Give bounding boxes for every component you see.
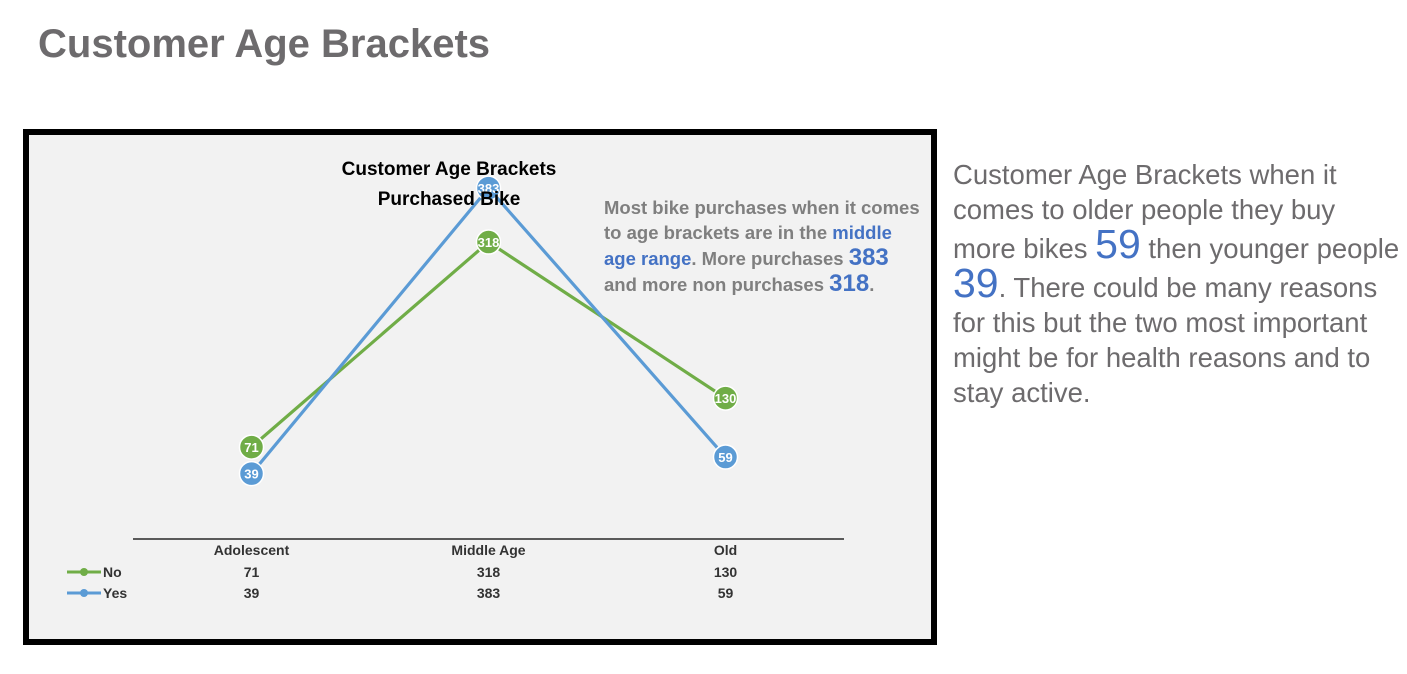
- chart-frame: Adolescent Middle Age Old 71 318 130 39 383 59 No…: [23, 129, 937, 645]
- data-label-yes-1: 383: [478, 181, 500, 196]
- table-value-yes-0: 39: [244, 585, 260, 601]
- chart-subtitle: Purchased Bike: [377, 189, 521, 210]
- data-point-no-2: [712, 385, 739, 411]
- table-value-no-1: 318: [477, 564, 501, 580]
- table-value-no-2: 130: [714, 564, 738, 580]
- side-commentary: Customer Age Brackets when it comes to o…: [953, 157, 1403, 410]
- category-label-old: Old: [714, 542, 737, 558]
- annotation-number-purchases: 383: [848, 244, 889, 271]
- legend-label-yes: Yes: [103, 585, 127, 601]
- side-number-old: 59: [1095, 221, 1141, 267]
- data-label-yes-2: 59: [718, 450, 732, 465]
- category-label-adolescent: Adolescent: [214, 542, 290, 558]
- data-label-no-1: 318: [478, 235, 500, 250]
- side-text-3: . There could be many reasons for this b…: [953, 272, 1378, 408]
- data-point-yes-0: [238, 460, 265, 487]
- data-point-no-0: [238, 434, 265, 460]
- annotation-highlight: middle age range: [604, 222, 892, 269]
- data-point-yes-1: [475, 175, 502, 201]
- legend-label-no: No: [103, 564, 122, 580]
- annotation-text-3: and more non purchases: [604, 274, 824, 295]
- data-label-yes-0: 39: [244, 467, 258, 482]
- annotation-text-4: .: [869, 274, 875, 295]
- side-text-1: Customer Age Brackets when it comes to o…: [953, 159, 1337, 264]
- data-label-no-2: 130: [715, 391, 737, 406]
- table-value-yes-2: 59: [718, 585, 734, 601]
- data-point-no-1: [475, 229, 502, 255]
- annotation-number-non-purchases: 318: [829, 270, 870, 297]
- category-label-middle-age: Middle Age: [451, 542, 525, 558]
- line-chart: Adolescent Middle Age Old 71 318 130 39 383 59 No…: [67, 175, 844, 601]
- page-title: Customer Age Brackets: [38, 22, 491, 66]
- data-label-no-0: 71: [244, 440, 258, 455]
- legend-marker-yes: [80, 589, 88, 597]
- annotation-text-2: . More purchases: [691, 248, 844, 269]
- side-text-2: then younger people: [1148, 233, 1400, 264]
- chart-annotation: Most bike purchases when it comes to age…: [604, 195, 924, 297]
- legend-marker-no: [80, 568, 88, 576]
- side-number-adolescent: 39: [953, 260, 999, 306]
- chart-title: Customer Age Brackets: [341, 159, 557, 180]
- table-value-no-0: 71: [244, 564, 260, 580]
- table-value-yes-1: 383: [477, 585, 501, 601]
- annotation-text-1: Most bike purchases when it comes to age…: [604, 197, 920, 243]
- data-point-yes-2: [712, 444, 739, 470]
